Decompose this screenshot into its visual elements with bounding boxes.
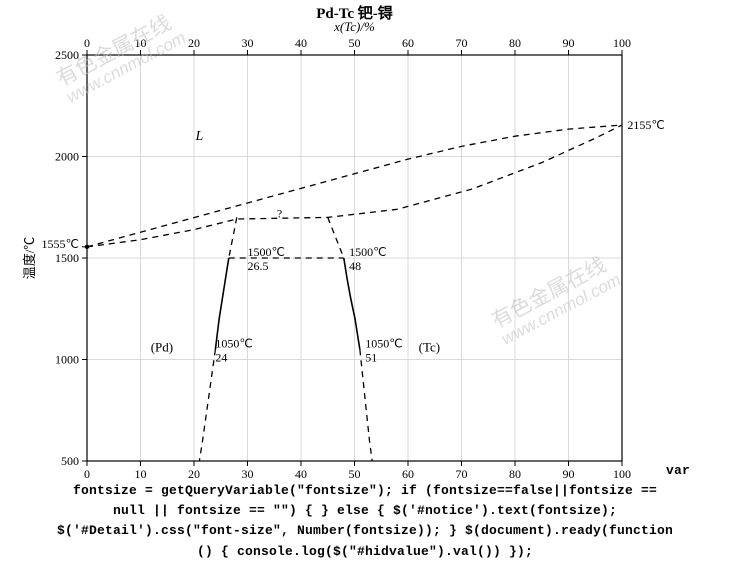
annotation: 1500℃ <box>248 245 285 259</box>
code-line: fontsize = getQueryVariable("fontsize");… <box>10 481 720 501</box>
annotation: 48 <box>349 259 361 273</box>
annotation: 1050℃ <box>365 336 402 350</box>
phase-diagram-chart: 0102030405060708090100010203040506070809… <box>0 0 730 485</box>
svg-text:1555℃: 1555℃ <box>42 237 79 251</box>
annotation: ? <box>277 206 282 220</box>
annotation: 51 <box>365 350 377 364</box>
annotation: 2155℃ <box>627 118 664 132</box>
annotation: 1500℃ <box>349 245 386 259</box>
svg-text:Pd-Tc 钯-锝: Pd-Tc 钯-锝 <box>316 4 393 22</box>
svg-text:0: 0 <box>84 36 90 50</box>
annotation: L <box>194 129 203 144</box>
annotation: (Pd) <box>151 339 173 354</box>
svg-text:60: 60 <box>402 36 414 50</box>
svg-text:1000: 1000 <box>55 353 79 367</box>
code-line: () { console.log($("#hidvalue").val()) }… <box>10 542 720 562</box>
svg-text:10: 10 <box>135 36 147 50</box>
code-line: var <box>10 461 720 481</box>
svg-text:50: 50 <box>349 36 361 50</box>
svg-text:90: 90 <box>563 36 575 50</box>
svg-text:20: 20 <box>188 36 200 50</box>
code-snippet: varfontsize = getQueryVariable("fontsize… <box>10 475 720 562</box>
svg-text:2500: 2500 <box>55 48 79 62</box>
annotation: 1050℃ <box>215 336 252 350</box>
svg-text:40: 40 <box>295 36 307 50</box>
code-line: null || fontsize == "") { } else { $('#n… <box>10 501 720 521</box>
svg-text:30: 30 <box>242 36 254 50</box>
annotation: 26.5 <box>248 259 269 273</box>
svg-text:2000: 2000 <box>55 150 79 164</box>
svg-text:70: 70 <box>456 36 468 50</box>
svg-text:100: 100 <box>613 36 631 50</box>
annotation: 24 <box>215 350 227 364</box>
svg-text:80: 80 <box>509 36 521 50</box>
svg-text:温度/℃: 温度/℃ <box>22 237 37 280</box>
svg-text:1500: 1500 <box>55 251 79 265</box>
annotation: (Tc) <box>419 339 440 354</box>
code-line: $('#Detail').css("font-size", Number(fon… <box>10 521 720 541</box>
